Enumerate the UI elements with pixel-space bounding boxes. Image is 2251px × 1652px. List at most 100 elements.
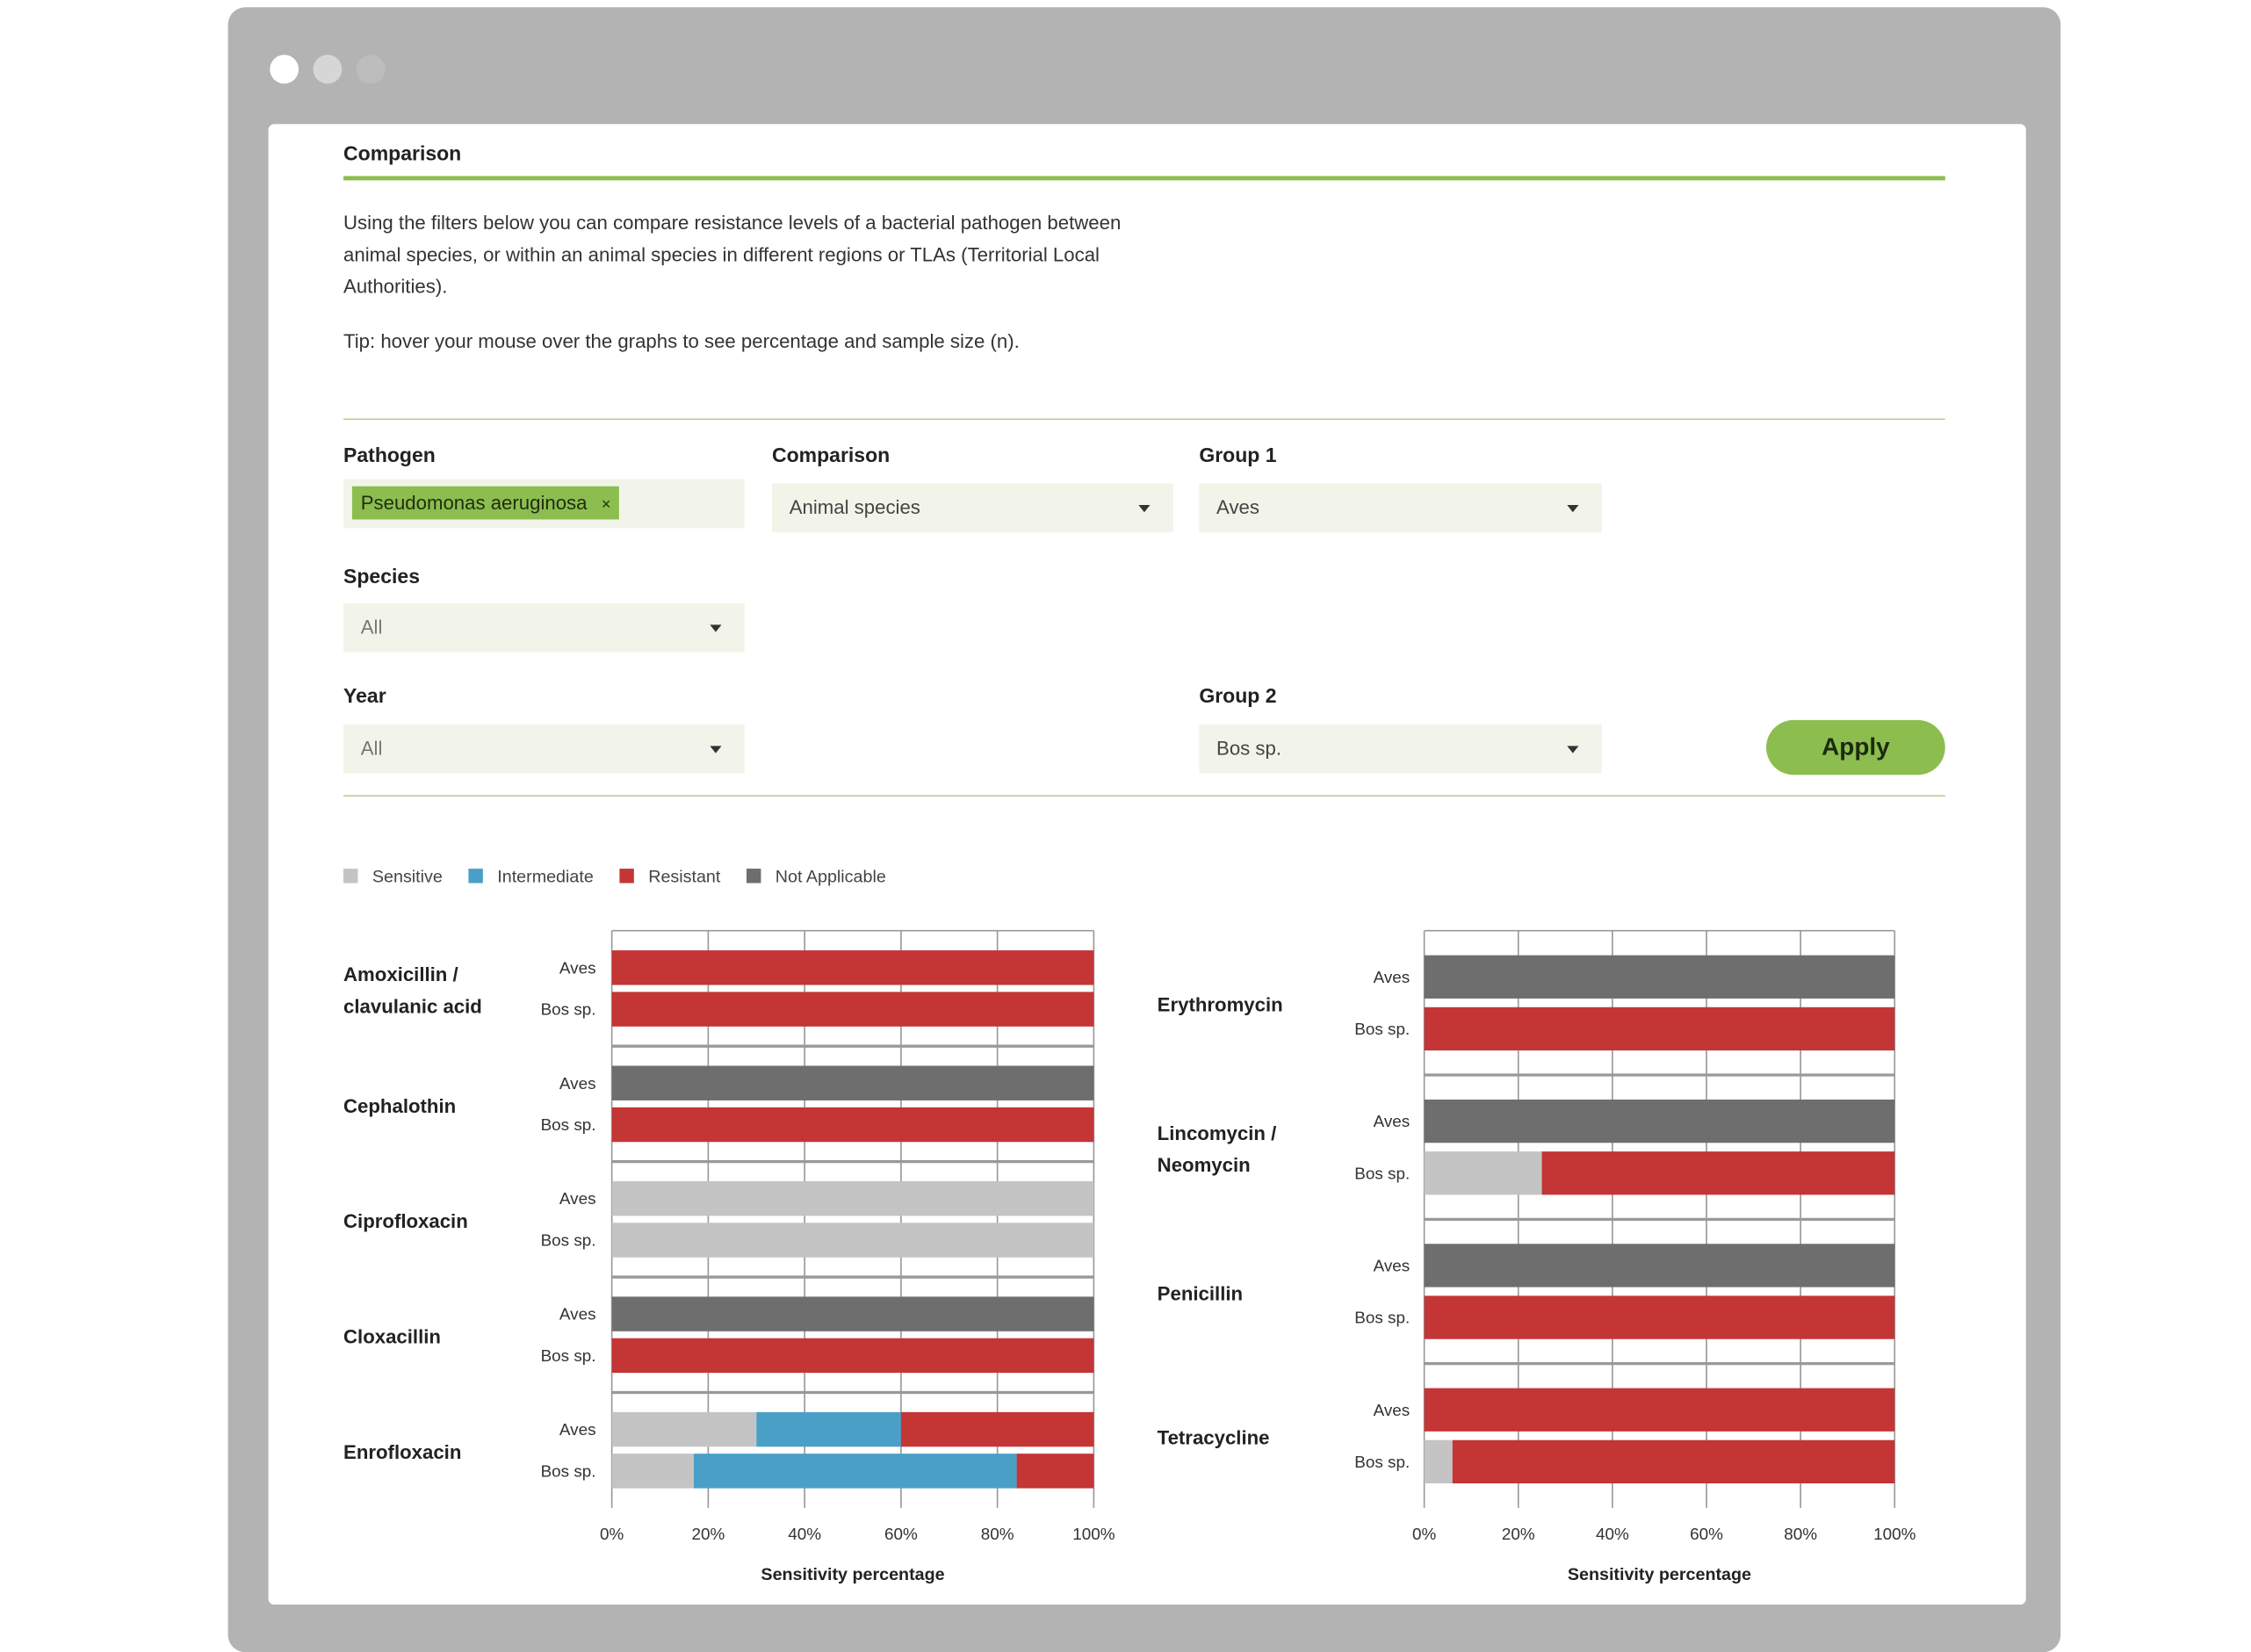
legend-label: Intermediate [497,868,594,887]
category-label: Lincomycin / Neomycin [1157,1122,1277,1177]
bar-segment [611,1180,1094,1216]
group-label: Bos sp. [1354,1165,1410,1183]
bar-segment [1424,1244,1895,1288]
filter-label: Year [343,683,386,708]
filter-label: Comparison [772,443,891,466]
group1-select[interactable]: Aves [1199,483,1602,533]
bar-segment [611,1296,1094,1331]
group-label: Bos sp. [541,1001,596,1020]
x-axis-title: Sensitivity percentage [761,1565,944,1584]
group-label: Bos sp. [1354,1021,1410,1039]
group-label: Aves [559,1075,596,1093]
filter-label: Pathogen [343,443,436,466]
tag-text: Pseudomonas aeruginosa [360,492,588,514]
group2-select[interactable]: Bos sp. [1199,724,1602,774]
group-label: Bos sp. [541,1462,596,1481]
pathogen-select[interactable]: Pseudomonas aeruginosa × [343,479,745,529]
group-label: Aves [559,1421,596,1439]
category-label: Penicillin [1157,1282,1244,1305]
bar-segment [1452,1439,1895,1484]
bar-segment [611,1223,1094,1258]
x-tick-label: 80% [1784,1526,1817,1544]
bar-segment [1424,1151,1542,1195]
group-label: Bos sp. [541,1116,596,1135]
group-label: Bos sp. [1354,1454,1410,1472]
section-title: Comparison [343,141,462,165]
select-value: Animal species [789,496,920,518]
bar-segment [693,1454,1017,1489]
x-axis-title: Sensitivity percentage [1568,1565,1751,1584]
year-select[interactable]: All [343,724,745,774]
x-tick-label: 60% [884,1526,918,1544]
x-tick-label: 0% [600,1526,624,1544]
tag-remove[interactable]: × [601,496,611,514]
window-dot[interactable] [356,54,386,84]
category-label: Ciprofloxacin [343,1210,468,1233]
bar-segment [611,1411,757,1447]
bar-segment [1424,1388,1895,1432]
select-value: All [360,737,383,760]
bar-segment [900,1411,1094,1447]
x-tick-label: 80% [981,1526,1014,1544]
category-label: Amoxicillin / clavulanic acid [343,963,482,1018]
group-label: Aves [559,1190,596,1208]
pathogen-tag: Pseudomonas aeruginosa × [351,486,620,520]
x-tick-label: 0% [1412,1526,1436,1544]
category-label: Erythromycin [1157,994,1283,1016]
select-value: Aves [1216,496,1259,518]
select-value: Bos sp. [1216,737,1282,760]
x-tick-label: 40% [1596,1526,1629,1544]
bar-segment [1424,1006,1895,1051]
content-card [268,124,2026,1605]
x-tick-label: 60% [1690,1526,1723,1544]
bar-segment [611,1338,1094,1374]
x-tick-label: 20% [1502,1526,1535,1544]
x-tick-label: 100% [1873,1526,1916,1544]
category-label: Tetracycline [1157,1426,1270,1449]
legend-swatch [619,869,634,884]
bar-segment [1424,1439,1453,1484]
category-label: Cloxacillin [343,1325,441,1348]
species-select[interactable]: All [343,602,745,653]
bar-segment [611,992,1094,1027]
bar-segment [611,1065,1094,1100]
legend-label: Sensitive [372,868,443,887]
bar-segment [1541,1151,1895,1195]
select-value: All [360,616,383,638]
window-dot[interactable] [313,54,343,84]
title-rule [343,176,1945,181]
bar-segment [1424,1295,1895,1339]
x-tick-label: 20% [691,1526,725,1544]
bar-segment [611,950,1094,985]
window-dot[interactable] [270,54,299,84]
x-tick-label: 100% [1072,1526,1115,1544]
bar-segment [1424,955,1895,999]
x-tick-label: 40% [788,1526,821,1544]
legend-swatch [468,869,483,884]
legend-label: Resistant [648,868,721,887]
category-label: Cephalothin [343,1095,457,1117]
apply-button[interactable]: Apply [1766,719,1945,776]
bar-segment [1424,1099,1895,1143]
divider [343,418,1945,421]
group-label: Aves [1374,969,1410,987]
group-label: Aves [1374,1402,1410,1420]
group-label: Aves [559,959,596,977]
group-label: Aves [1374,1257,1410,1275]
group-label: Bos sp. [541,1347,596,1366]
legend-label: Not Applicable [776,868,886,887]
legend-swatch [343,869,358,884]
filter-label: Group 2 [1199,683,1277,708]
group-label: Bos sp. [1354,1309,1410,1328]
legend-swatch [746,869,761,884]
category-label: Enrofloxacin [343,1441,462,1464]
bar-segment [611,1454,694,1489]
group-label: Aves [1374,1113,1410,1131]
divider [343,795,1945,797]
bar-segment [1016,1454,1094,1489]
group-label: Aves [559,1306,596,1324]
comparison-select[interactable]: Animal species [772,483,1173,533]
bar-segment [611,1107,1094,1143]
group-label: Bos sp. [541,1232,596,1251]
